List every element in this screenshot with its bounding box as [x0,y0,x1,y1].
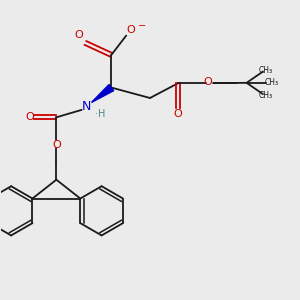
Text: O: O [126,25,135,34]
Text: CH₃: CH₃ [259,91,273,100]
Text: O: O [25,112,34,122]
Text: O: O [52,140,61,150]
Text: O: O [174,109,183,119]
Text: O: O [203,76,212,87]
Text: N: N [81,100,91,113]
Text: O: O [74,30,83,40]
Text: −: − [138,21,146,31]
Text: ·H: ·H [95,109,106,119]
Text: CH₃: CH₃ [259,65,273,74]
Text: CH₃: CH₃ [264,78,278,87]
Polygon shape [92,85,114,102]
